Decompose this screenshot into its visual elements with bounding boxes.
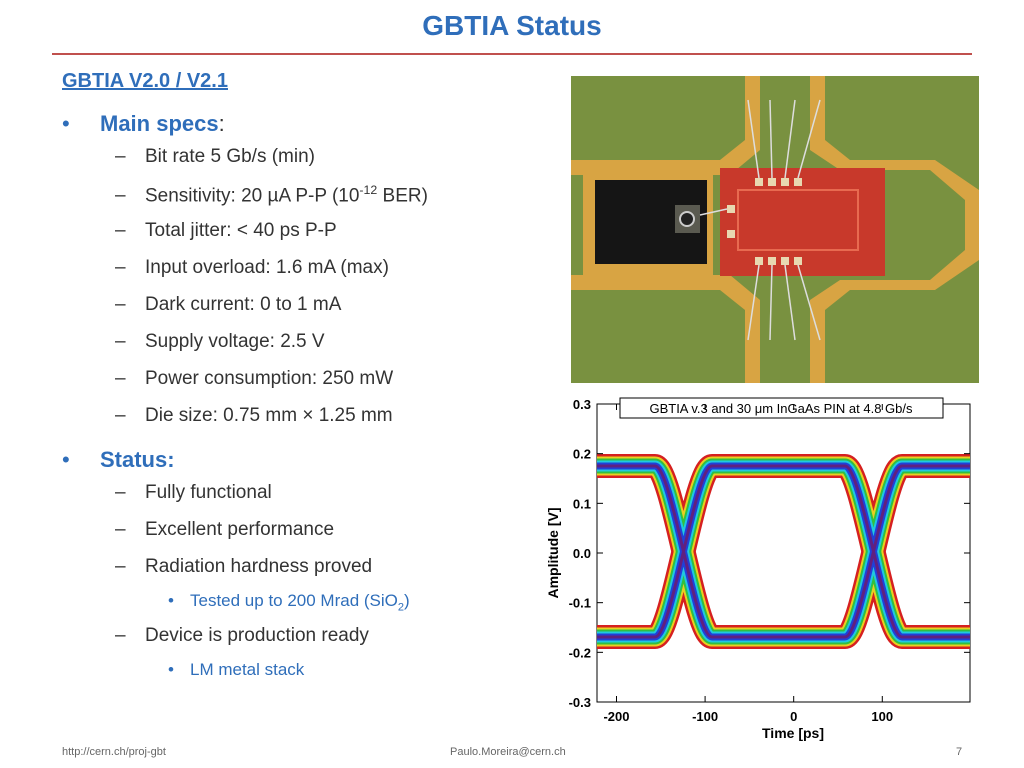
superscript: -12 [359,183,378,197]
text: Tested up to 200 Mrad (SiO [190,591,398,610]
sub-bullet: – Total jitter: < 40 ps P-P [115,220,337,242]
sub-sub-bullet: • LM metal stack [168,660,304,680]
sub-bullet: – Excellent performance [115,519,334,541]
title-rule [52,53,972,55]
plot-title: GBTIA v.3 and 30 μm InGaAs PIN at 4.8 Gb… [649,401,913,416]
sub-bullet: – Sensitivity: 20 µA P-P (10-12 BER) [115,183,428,207]
page-number: 7 [956,746,963,758]
y-tick-label: 0.0 [573,546,591,561]
footer-url: http://cern.ch/proj-gbt [62,746,166,758]
text: Die size: 0.75 mm × 1.25 mm [145,405,393,426]
footer-email: Paulo.Moreira@cern.ch [450,746,566,758]
y-tick-label: 0.3 [573,397,591,412]
heading: GBTIA V2.0 / V2.1 [62,70,228,92]
text: Total jitter: < 40 ps P-P [145,220,337,241]
sub-bullet: – Die size: 0.75 mm × 1.25 mm [115,405,393,427]
text: LM metal stack [190,660,305,679]
text: Device is production ready [145,625,369,646]
dash: – [115,405,126,426]
text: Input overload: 1.6 mA (max) [145,257,389,278]
dash: – [115,625,126,646]
text: BER) [377,185,428,207]
plot-frame [596,403,971,703]
text: Fully functional [145,482,272,503]
dash: – [115,482,126,503]
x-tick-label: 0 [790,709,797,724]
y-tick-label: 0.2 [573,447,591,462]
sub-bullet: – Bit rate 5 Gb/s (min) [115,146,315,168]
x-tick-label: -100 [692,709,718,724]
subscript: 2 [397,601,405,614]
text: Bit rate 5 Gb/s (min) [145,146,315,167]
sub-sub-bullet: • Tested up to 200 Mrad (SiO2) [168,591,410,613]
y-tick-label: 0.1 [573,496,591,511]
sub-bullet: – Supply voltage: 2.5 V [115,331,325,353]
die-photo [571,76,979,383]
dash: – [115,185,126,207]
x-axis-label: Time [ps] [762,725,824,741]
y-tick-label: -0.3 [569,695,591,710]
bullet-dot: • [62,111,70,136]
text: ) [404,591,410,610]
x-tick-label: 100 [871,709,893,724]
dash: – [115,331,126,352]
x-tick-label: -200 [603,709,629,724]
sub-bullet: – Power consumption: 250 mW [115,368,393,390]
dash: – [115,257,126,278]
section-label: Main specs [100,111,219,136]
text: Dark current: 0 to 1 mA [145,294,342,315]
dash: – [115,220,126,241]
y-tick-label: -0.1 [569,596,591,611]
sub-bullet: – Radiation hardness proved [115,556,372,578]
sub-bullet: – Device is production ready [115,625,369,647]
y-axis-label: Amplitude [V] [545,508,561,599]
bullet: • Status: [62,447,175,473]
bullet-dot: • [168,660,174,679]
text: Supply voltage: 2.5 V [145,331,325,352]
dash: – [115,146,126,167]
eye-diagram: GBTIA v.3 and 30 μm InGaAs PIN at 4.8 Gb… [545,397,971,741]
text: Power consumption: 250 mW [145,368,394,389]
text: Sensitivity: 20 µA P-P (10 [145,185,360,207]
bullet-dot: • [62,447,70,472]
text: Excellent performance [145,519,335,540]
text: Radiation hardness proved [145,556,373,577]
section-label: Status: [100,447,175,472]
bullet-dot: • [168,591,174,610]
bullet: • Main specs: [62,111,225,137]
sub-bullet: – Fully functional [115,482,272,504]
dash: – [115,556,126,577]
sub-bullet: – Dark current: 0 to 1 mA [115,294,341,316]
plot-title-box [619,397,944,419]
eye-traces [597,454,970,649]
dash: – [115,368,126,389]
colon: : [218,111,225,136]
y-tick-label: -0.2 [569,645,591,660]
slide-title: GBTIA Status [422,10,602,41]
dash: – [115,294,126,315]
sub-bullet: – Input overload: 1.6 mA (max) [115,257,389,279]
dash: – [115,519,126,540]
